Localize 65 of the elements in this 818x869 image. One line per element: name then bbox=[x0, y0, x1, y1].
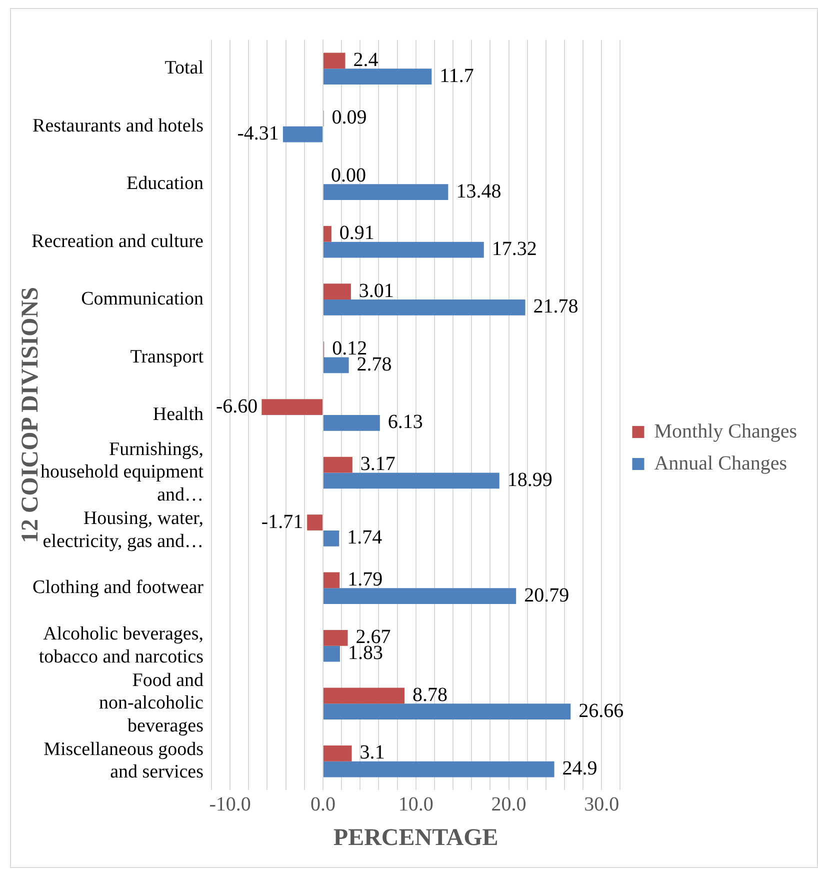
data-label: 26.66 bbox=[578, 700, 624, 722]
y-tick-label: Housing, water, electricity, gas and… bbox=[42, 508, 204, 552]
data-label: 2.4 bbox=[353, 48, 378, 71]
x-axis-title: PERCENTAGE bbox=[333, 824, 498, 851]
legend-label: Annual Changes bbox=[654, 452, 788, 474]
bar bbox=[323, 68, 432, 85]
data-label: -1.71 bbox=[261, 510, 304, 533]
legend-label: Monthly Changes bbox=[654, 420, 798, 442]
data-label: 24.9 bbox=[562, 758, 598, 780]
data-label: 3.17 bbox=[360, 453, 396, 476]
bar bbox=[323, 745, 352, 762]
x-tick-label: 20.0 bbox=[491, 793, 526, 816]
data-label: 8.78 bbox=[412, 684, 448, 706]
bar bbox=[323, 415, 380, 431]
data-label: -6.60 bbox=[216, 395, 258, 418]
bar bbox=[323, 688, 405, 704]
data-label: 13.48 bbox=[456, 180, 502, 202]
bar bbox=[307, 514, 322, 530]
x-tick-label: 0.0 bbox=[310, 793, 336, 816]
data-label: 21.78 bbox=[533, 296, 578, 318]
bar bbox=[323, 300, 526, 316]
y-tick-label: Clothing and footwear bbox=[32, 577, 204, 598]
data-label: 17.32 bbox=[492, 238, 537, 260]
bar bbox=[323, 242, 484, 258]
y-tick-label: Total bbox=[164, 58, 204, 79]
bar bbox=[323, 530, 340, 546]
x-tick-label: -10.0 bbox=[209, 793, 251, 816]
bar bbox=[323, 52, 346, 69]
y-tick-label: Miscellaneous goods and services bbox=[44, 738, 204, 783]
x-tick-label: 10.0 bbox=[398, 793, 434, 816]
data-label: 3.1 bbox=[360, 742, 385, 764]
bar bbox=[323, 704, 571, 720]
bar bbox=[323, 184, 448, 200]
y-tick-label: Alcoholic beverages, tobacco and narcotics bbox=[38, 623, 204, 668]
bar bbox=[262, 399, 322, 415]
y-tick-label: Communication bbox=[81, 288, 204, 310]
data-label: 0.91 bbox=[339, 222, 374, 244]
y-tick-label: Food and non-alcoholic beverages bbox=[99, 670, 204, 736]
bar bbox=[323, 630, 348, 646]
bar bbox=[323, 456, 352, 473]
y-tick-label: Restaurants and hotels bbox=[32, 115, 204, 136]
data-label: 0.09 bbox=[332, 106, 367, 129]
data-label: 20.79 bbox=[524, 584, 570, 606]
bar bbox=[323, 284, 351, 300]
bar bbox=[323, 761, 554, 778]
bar bbox=[282, 126, 322, 142]
data-label: 1.74 bbox=[347, 526, 382, 549]
bar bbox=[323, 588, 516, 604]
data-label: -4.31 bbox=[237, 122, 279, 145]
y-tick-label: Health bbox=[152, 404, 204, 425]
data-label: 11.7 bbox=[440, 64, 474, 87]
bar bbox=[323, 572, 340, 588]
y-tick-label: Education bbox=[126, 173, 204, 194]
data-label: 0.00 bbox=[330, 164, 366, 186]
data-label: 6.13 bbox=[388, 411, 423, 434]
y-tick-label: Transport bbox=[130, 346, 204, 368]
data-label: 1.79 bbox=[348, 568, 383, 590]
x-tick-label: 30.0 bbox=[584, 793, 620, 816]
data-label: 18.99 bbox=[507, 468, 552, 491]
bar bbox=[323, 646, 340, 662]
bar bbox=[323, 226, 332, 242]
bar bbox=[323, 357, 349, 374]
y-tick-label: Recreation and culture bbox=[32, 230, 204, 252]
data-label: 3.01 bbox=[358, 280, 394, 302]
bar bbox=[323, 472, 500, 489]
